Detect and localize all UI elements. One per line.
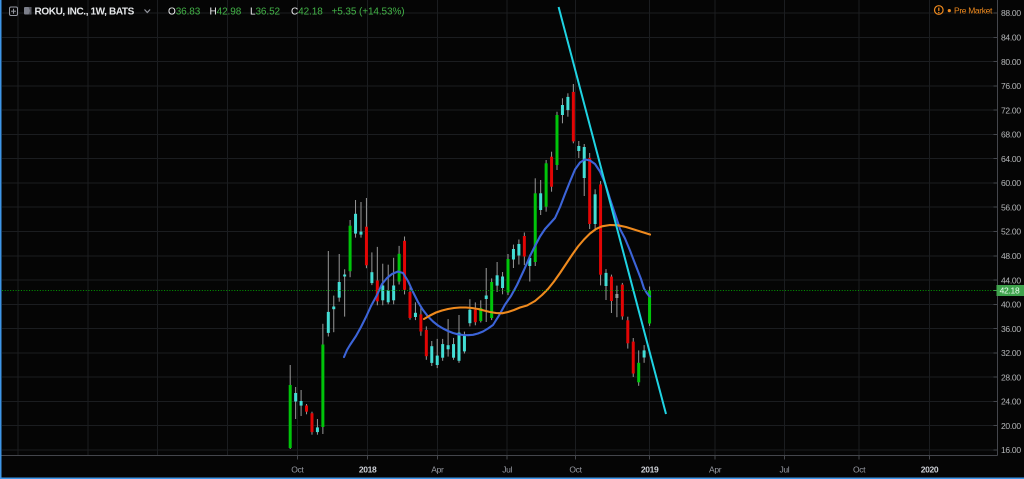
svg-text:88.00: 88.00 xyxy=(1001,8,1021,18)
svg-text:42.18: 42.18 xyxy=(1000,286,1020,296)
svg-text:56.00: 56.00 xyxy=(1001,202,1021,212)
svg-text:Apr: Apr xyxy=(709,464,722,474)
svg-text:ROKU, INC., 1W, BATS: ROKU, INC., 1W, BATS xyxy=(35,7,135,18)
svg-text:48.00: 48.00 xyxy=(1001,251,1021,261)
svg-text:Jul: Jul xyxy=(779,464,789,474)
svg-text:28.00: 28.00 xyxy=(1001,372,1021,382)
svg-text:80.00: 80.00 xyxy=(1001,57,1021,67)
svg-text:2018: 2018 xyxy=(359,464,377,474)
svg-text:40.00: 40.00 xyxy=(1001,300,1021,310)
svg-text:L36.52: L36.52 xyxy=(250,7,281,18)
svg-text:Oct: Oct xyxy=(291,464,304,474)
svg-text:Oct: Oct xyxy=(569,464,582,474)
svg-text:84.00: 84.00 xyxy=(1001,33,1021,43)
svg-text:16.00: 16.00 xyxy=(1001,445,1021,455)
svg-text:2020: 2020 xyxy=(921,464,939,474)
svg-text:52.00: 52.00 xyxy=(1001,227,1021,237)
svg-text:H42.98: H42.98 xyxy=(210,7,242,18)
svg-text:24.00: 24.00 xyxy=(1001,397,1021,407)
svg-text:64.00: 64.00 xyxy=(1001,154,1021,164)
svg-text:O36.83: O36.83 xyxy=(168,7,201,18)
svg-text:+5.35 (+14.53%): +5.35 (+14.53%) xyxy=(332,7,405,18)
svg-text:C42.18: C42.18 xyxy=(291,7,323,18)
svg-text:60.00: 60.00 xyxy=(1001,178,1021,188)
svg-text:Jul: Jul xyxy=(502,464,512,474)
svg-text:Pre Market: Pre Market xyxy=(954,6,993,16)
svg-text:68.00: 68.00 xyxy=(1001,130,1021,140)
svg-text:2019: 2019 xyxy=(641,464,659,474)
svg-text:20.00: 20.00 xyxy=(1001,421,1021,431)
svg-text:36.00: 36.00 xyxy=(1001,324,1021,334)
svg-text:Oct: Oct xyxy=(853,464,866,474)
svg-text:32.00: 32.00 xyxy=(1001,348,1021,358)
svg-text:44.00: 44.00 xyxy=(1001,275,1021,285)
svg-text:Apr: Apr xyxy=(431,464,444,474)
svg-text:72.00: 72.00 xyxy=(1001,105,1021,115)
svg-text:76.00: 76.00 xyxy=(1001,81,1021,91)
